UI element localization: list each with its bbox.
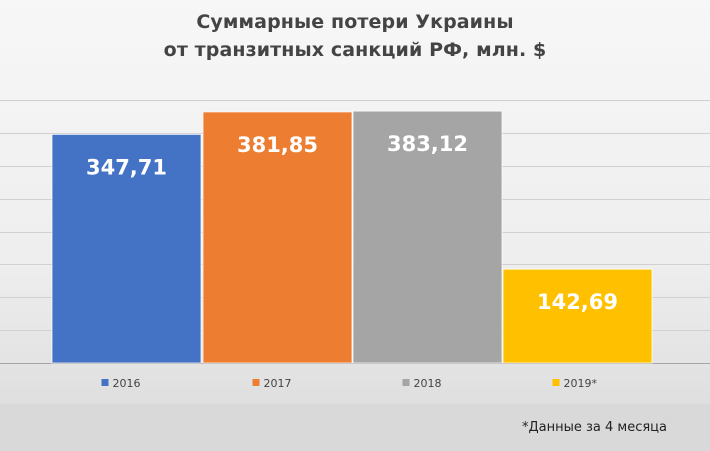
footnote: *Данные за 4 месяца [521, 420, 667, 435]
data-label-2019: 142,69 [537, 290, 618, 314]
legend-label-2016: 2016 [113, 377, 141, 390]
data-label-2016: 347,71 [86, 155, 167, 179]
chart-title-line-1: Суммарные потери Украины [196, 11, 514, 33]
bar-2017 [202, 111, 353, 364]
data-label-2018: 383,12 [387, 132, 468, 156]
bar-2016 [51, 133, 202, 364]
legend-swatch-2019 [552, 379, 560, 386]
legend-label-2018: 2018 [414, 377, 442, 390]
bars [51, 110, 653, 364]
legend-label-2019: 2019* [564, 377, 598, 390]
legend: 2016 2017 2018 2019* [101, 377, 598, 390]
footer-band [0, 404, 710, 451]
data-labels: 347,71 381,85 383,12 142,69 [86, 132, 618, 314]
chart-title-line-2: от транзитных санкций РФ, млн. $ [163, 39, 547, 61]
bar-2018 [352, 110, 503, 364]
chart-title: Суммарные потери Украины от транзитных с… [0, 8, 710, 64]
legend-swatch-2016 [101, 379, 109, 386]
bar-2019 [502, 268, 653, 364]
legend-swatch-2018 [402, 379, 410, 386]
legend-swatch-2017 [252, 379, 260, 386]
data-label-2017: 381,85 [237, 133, 318, 157]
legend-label-2017: 2017 [264, 377, 292, 390]
